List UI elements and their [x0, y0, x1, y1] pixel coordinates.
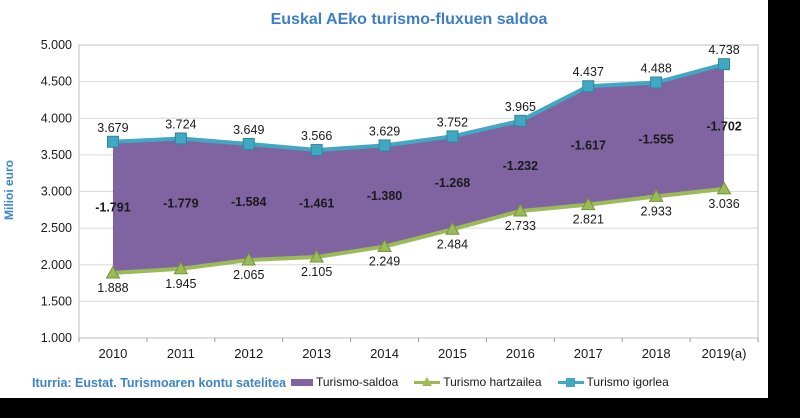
x-tick-label: 2011	[167, 346, 195, 361]
label-hartzailea: 2.733	[505, 219, 536, 233]
label-saldoa: -1.584	[231, 195, 266, 209]
y-tick-label: 1.000	[41, 331, 72, 345]
legend-item-turismo-igorlea: Turismo igorlea	[557, 375, 669, 389]
legend-marker-icon	[414, 376, 441, 388]
marker-hartzailea-triangle	[377, 238, 392, 253]
x-tick-label: 2018	[642, 346, 671, 361]
legend-label: Turismo igorlea	[586, 375, 669, 389]
label-saldoa: -1.779	[163, 197, 198, 211]
label-hartzailea: 2.821	[573, 213, 604, 227]
marker-hartzailea-triangle	[512, 203, 528, 217]
x-tick-label: 2012	[234, 346, 263, 361]
x-tick-label: 2013	[302, 346, 331, 361]
marker-igorlea-square	[718, 58, 731, 71]
marker-hartzailea-triangle	[309, 249, 325, 263]
line-turismo-hartzailea	[112, 186, 725, 275]
label-hartzailea: 2.105	[301, 265, 332, 279]
marker-igorlea-square	[514, 114, 527, 127]
chart-title: Euskal AEko turismo-fluxuen saldoa	[270, 11, 548, 28]
y-tick-label: 2.500	[41, 221, 72, 235]
label-igorlea: 3.752	[437, 115, 468, 129]
x-tick-label: 2014	[370, 346, 399, 361]
marker-igorlea-square	[378, 139, 391, 152]
label-igorlea: 4.488	[641, 62, 672, 76]
line-turismo-igorlea	[112, 62, 725, 153]
label-hartzailea: 1.888	[97, 281, 128, 295]
x-tick-label: 2016	[506, 346, 535, 361]
legend-marker-icon	[557, 376, 584, 388]
legend-label: Turismo-saldoa	[316, 375, 399, 389]
label-saldoa: -1.617	[571, 138, 606, 152]
area-turismo-saldoa	[112, 64, 725, 273]
y-tick-label: 3.000	[41, 185, 72, 199]
x-tick-label: 2015	[438, 346, 467, 361]
label-igorlea: 3.965	[505, 100, 536, 114]
label-saldoa: -1.555	[638, 132, 673, 146]
legend-item-turismo-hartzailea: Turismo hartzailea	[414, 375, 542, 389]
label-saldoa: -1.702	[706, 120, 741, 134]
label-saldoa: -1.791	[95, 200, 130, 214]
marker-hartzailea-triangle	[716, 181, 732, 195]
label-hartzailea: 2.933	[641, 204, 672, 218]
label-hartzailea: 2.484	[437, 237, 468, 251]
chart-legend: Turismo-saldoa Turismo hartzailea Turismo …	[291, 375, 669, 389]
label-saldoa: -1.461	[299, 197, 334, 211]
label-igorlea: 4.437	[573, 65, 604, 79]
marker-igorlea-square	[242, 137, 255, 150]
legend-label: Turismo hartzailea	[443, 375, 542, 389]
y-tick-label: 4.500	[41, 75, 72, 89]
marker-igorlea-square	[650, 76, 663, 89]
label-saldoa: -1.380	[367, 189, 402, 203]
y-tick-label: 1.500	[41, 294, 72, 308]
label-hartzailea: 2.065	[233, 268, 264, 282]
label-hartzailea: 3.036	[708, 197, 739, 211]
marker-igorlea-square	[310, 144, 323, 157]
marker-hartzailea-triangle	[648, 188, 664, 202]
chart-card: Euskal AEko turismo-fluxuen saldoa Milio…	[0, 0, 768, 398]
label-hartzailea: 1.945	[165, 277, 196, 291]
label-igorlea: 3.649	[233, 123, 264, 137]
source-note: Iturria: Eustat. Turismoaren kontu satel…	[32, 376, 286, 390]
label-igorlea: 3.679	[97, 121, 128, 135]
marker-igorlea-square	[446, 130, 459, 143]
label-igorlea: 4.738	[708, 43, 739, 57]
label-saldoa: -1.268	[435, 176, 470, 190]
y-tick-label: 5.000	[41, 38, 72, 52]
y-tick-label: 2.000	[41, 258, 72, 272]
y-tick-label: 4.000	[41, 111, 72, 125]
label-igorlea: 3.629	[369, 124, 400, 138]
label-hartzailea: 2.249	[369, 255, 400, 269]
marker-igorlea-square	[106, 135, 119, 148]
x-tick-label: 2010	[98, 346, 127, 361]
x-tick-label: 2019(a)	[702, 346, 747, 361]
marker-igorlea-square	[174, 132, 187, 145]
marker-hartzailea-triangle	[173, 261, 189, 275]
legend-item-turismo-saldoa: Turismo-saldoa	[291, 375, 398, 389]
marker-igorlea-square	[582, 80, 595, 93]
chart-canvas: 5.000 4.500 4.000 3.500 3.000 2.500 2.000 1.500…	[41, 38, 759, 361]
y-tick-label: 3.500	[41, 148, 72, 162]
label-igorlea: 3.724	[165, 117, 196, 131]
label-saldoa: -1.232	[503, 159, 538, 173]
marker-hartzailea-triangle	[241, 252, 257, 266]
marker-hartzailea-triangle	[580, 197, 596, 211]
x-tick-label: 2017	[574, 346, 603, 361]
legend-marker-icon	[291, 378, 313, 386]
label-igorlea: 3.566	[301, 129, 332, 143]
marker-hartzailea-triangle	[105, 265, 121, 279]
marker-hartzailea-triangle	[445, 221, 460, 235]
